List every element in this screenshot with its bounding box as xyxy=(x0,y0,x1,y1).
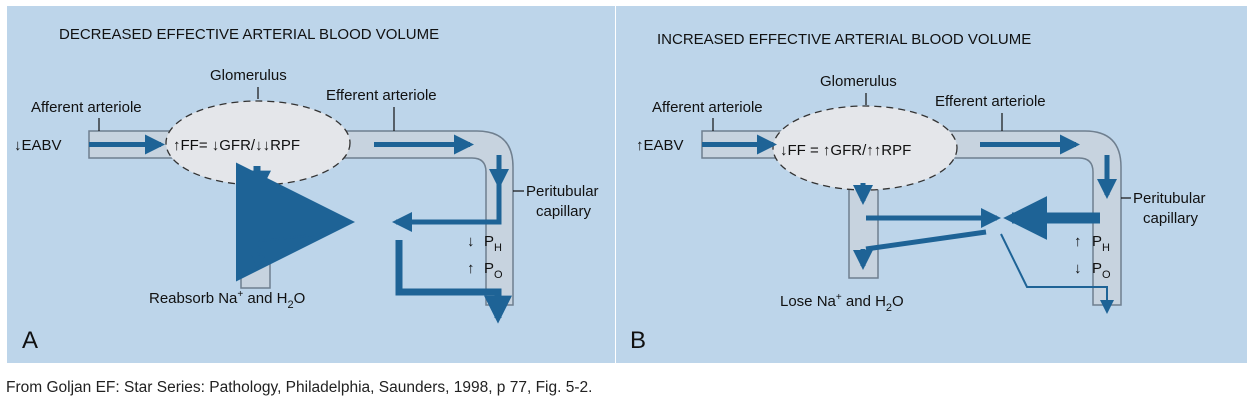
panel-a-peritubular-label: Peritubular xyxy=(526,183,599,200)
panel-b-capillary-label: capillary xyxy=(1143,210,1199,227)
figure-citation: From Goljan EF: Star Series: Pathology, … xyxy=(6,379,593,396)
panel-a-reabsorb-label: Reabsorb Na+ and H2O xyxy=(149,289,305,311)
panel-b-lose-part3: O xyxy=(892,293,904,310)
panel-a-po-arrow: ↑ xyxy=(467,260,475,277)
panel-a-glomerulus-label: Glomerulus xyxy=(210,67,287,84)
panel-a-po-letter: P xyxy=(484,260,494,277)
panel-b-lose-sub: 2 xyxy=(886,302,892,314)
panel-b: INCREASED EFFECTIVE ARTERIAL BLOOD VOLUM… xyxy=(616,6,1247,363)
panel-b-letter: B xyxy=(630,327,646,354)
panel-b-glomerulus-label: Glomerulus xyxy=(820,73,897,90)
panel-a-title: DECREASED EFFECTIVE ARTERIAL BLOOD VOLUM… xyxy=(59,26,439,43)
panel-a-ph-arrow: ↓ xyxy=(467,233,475,250)
panel-b-afferent-label: Afferent arteriole xyxy=(652,99,763,116)
panel-a-background xyxy=(7,6,615,363)
panel-b-po: PO xyxy=(1092,260,1111,281)
panel-a-po-subscript: O xyxy=(494,269,503,281)
panel-a-ph-subscript: H xyxy=(494,242,502,254)
panel-a-eabv-label: ↓EABV xyxy=(14,137,62,154)
panel-b-background xyxy=(616,6,1247,363)
panel-b-efferent-label: Efferent arteriole xyxy=(935,93,1046,110)
panel-b-ph-letter: P xyxy=(1092,233,1102,250)
panel-b-tubule-lower-line xyxy=(865,229,987,252)
panel-a-reabsorb-part2: and H xyxy=(243,290,287,307)
panel-b-peritubular-label: Peritubular xyxy=(1133,190,1206,207)
panel-b-drain-arrow xyxy=(1000,233,1114,314)
panel-b-lose-part1: Lose Na xyxy=(780,293,837,310)
panel-b-title: INCREASED EFFECTIVE ARTERIAL BLOOD VOLUM… xyxy=(657,31,1031,48)
panel-b-ph-subscript: H xyxy=(1102,242,1110,254)
panel-a: DECREASED EFFECTIVE ARTERIAL BLOOD VOLUM… xyxy=(7,6,615,363)
panel-b-po-letter: P xyxy=(1092,260,1102,277)
panel-b-eabv-label: ↑EABV xyxy=(636,137,684,154)
panel-a-capillary-label: capillary xyxy=(536,203,592,220)
panel-a-tubule-small-arrow xyxy=(251,232,331,269)
panel-b-po-subscript: O xyxy=(1102,269,1111,281)
panel-b-ph-arrow: ↑ xyxy=(1074,233,1082,250)
panel-b-ph: PH xyxy=(1092,233,1110,254)
panel-b-lose-part2: and H xyxy=(842,293,886,310)
panel-a-capillary-uptake-arrow xyxy=(392,185,502,232)
panel-b-po-arrow: ↓ xyxy=(1074,260,1082,277)
panel-a-reabsorb-sub: 2 xyxy=(287,299,293,311)
panel-a-efferent-label: Efferent arteriole xyxy=(326,87,437,104)
panel-a-reabsorb-part1: Reabsorb Na xyxy=(149,290,238,307)
panel-a-reabsorb-sup: + xyxy=(237,289,243,300)
panel-b-lose-sup: + xyxy=(836,292,842,303)
panel-a-ph-letter: P xyxy=(484,233,494,250)
panel-a-ph: PH xyxy=(484,233,502,254)
panel-a-outflow-arrow xyxy=(395,240,512,324)
panel-b-equation: ↓FF = ↑GFR/↑↑RPF xyxy=(780,142,911,159)
panel-a-letter: A xyxy=(22,327,38,354)
panel-a-reabsorb-part3: O xyxy=(294,290,306,307)
panel-a-equation: ↑FF= ↓GFR/↓↓RPF xyxy=(173,137,300,154)
panel-a-po: PO xyxy=(484,260,503,281)
panel-b-lose-label: Lose Na+ and H2O xyxy=(780,292,904,314)
panel-a-afferent-label: Afferent arteriole xyxy=(31,99,142,116)
